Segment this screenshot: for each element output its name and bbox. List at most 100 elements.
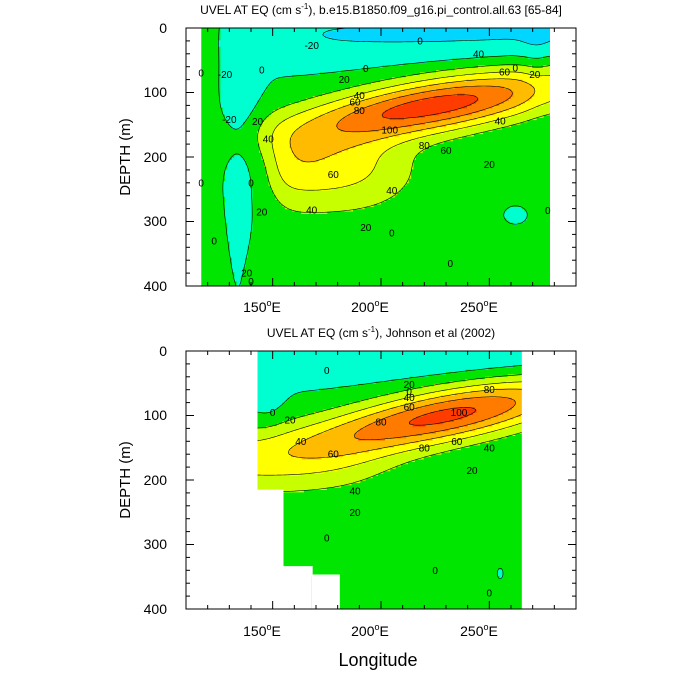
contour-line-100	[381, 94, 479, 119]
x-tick-label: 250oE	[460, 622, 498, 639]
contour-label: 20	[360, 223, 372, 234]
contour-line-20	[257, 374, 522, 493]
y-axis-label: DEPTH (m)	[117, 441, 134, 519]
contour-label: 40	[404, 393, 416, 404]
contour-label: 20	[256, 207, 268, 218]
panel-title: UVEL AT EQ (cm s-1), Johnson et al (2002…	[267, 325, 495, 340]
contour-line-80	[353, 396, 516, 441]
missing-data-edge	[283, 566, 340, 577]
contour-label: 100	[451, 408, 468, 419]
contour-line-80	[336, 85, 513, 133]
y-tick-label: 0	[159, 20, 167, 36]
missing-data-mask	[257, 489, 340, 609]
contour-label: 80	[419, 443, 431, 454]
x-tick-label: 200oE	[351, 298, 389, 315]
contour-label: 20	[252, 117, 264, 128]
contour-line-40	[257, 381, 522, 476]
contour-label: 60	[328, 450, 340, 461]
contour-label: 40	[495, 116, 507, 127]
y-tick-label: 100	[144, 84, 168, 100]
y-tick-label: 300	[144, 536, 168, 552]
contour-label: -20	[222, 115, 237, 126]
y-tick-label: 200	[144, 149, 168, 165]
contour-label: 20	[284, 416, 296, 427]
contour-label: 0	[270, 408, 276, 419]
contour-label: 20	[404, 380, 416, 391]
contour-line-40	[271, 71, 551, 191]
contour-line-20	[257, 64, 551, 213]
contour-label: -20	[218, 70, 233, 81]
contour-line-60	[287, 388, 522, 459]
missing-data-region	[283, 567, 312, 609]
contour-label: 40	[349, 487, 361, 498]
x-tick-label: 250oE	[460, 298, 498, 315]
contour-label: 40	[263, 134, 275, 145]
x-tick-label: 150oE	[243, 298, 281, 315]
contour-label: 0	[324, 534, 330, 545]
y-tick-label: 0	[159, 343, 167, 359]
contour-lines	[257, 365, 522, 580]
y-axis-label: DEPTH (m)	[117, 118, 134, 196]
y-tick-label: 200	[144, 472, 168, 488]
contour-band-0	[322, 28, 551, 46]
contour-band-1	[217, 28, 551, 286]
y-tick-label: 400	[144, 601, 168, 617]
contour-label: 20	[466, 466, 478, 477]
contour-label: -20	[304, 41, 319, 52]
contour-lines	[218, 28, 551, 286]
axis-ticks	[186, 27, 576, 287]
contour-label: 60	[404, 403, 416, 414]
contour-fill	[257, 351, 522, 609]
y-tick-label: 100	[144, 407, 168, 423]
contour-band-1	[257, 351, 522, 580]
contour-line-0	[257, 365, 522, 580]
contour-label: 0	[513, 64, 519, 75]
y-tick-label: 400	[144, 278, 168, 294]
contour-label: 0	[211, 236, 217, 247]
panel-observed-uvel: UVEL AT EQ (cm s-1), Johnson et al (2002…	[117, 325, 577, 639]
contour-label: 20	[529, 70, 541, 81]
contour-line-0	[218, 28, 551, 286]
contour-band-2	[201, 28, 551, 286]
contour-band-3	[257, 374, 522, 493]
contour-label: 0	[248, 178, 254, 189]
y-tick-label: 300	[144, 213, 168, 229]
panel-model-uvel: UVEL AT EQ (cm s-1), b.e15.B1850.f09_g16…	[117, 2, 577, 315]
contour-label: 40	[354, 91, 366, 102]
contour-band-4	[270, 72, 551, 191]
contour-label: 0	[259, 65, 265, 76]
contour-label: 0	[448, 259, 454, 270]
contour-label: 0	[545, 206, 551, 217]
contour-label: 20	[349, 508, 361, 519]
contour-label: 60	[440, 146, 452, 157]
contour-label: 0	[198, 178, 204, 189]
contour-label: 80	[419, 141, 431, 152]
contour-label: 20	[484, 160, 496, 171]
contour-label: 60	[349, 98, 361, 109]
contour-line-60	[289, 78, 536, 163]
contour-label: 40	[473, 49, 485, 60]
contour-label: 100	[381, 125, 398, 136]
contour-band-6	[336, 86, 514, 132]
contour-label: 20	[339, 75, 351, 86]
contour-label: 80	[484, 385, 496, 396]
contour-labels: -20000000000000-20-202020202020202040404…	[198, 36, 551, 288]
contour-label: 40	[306, 205, 318, 216]
contour-band-6	[354, 397, 516, 441]
x-axis-label: Longitude	[338, 650, 417, 670]
contour-line--20	[322, 28, 551, 46]
contour-line-100	[409, 407, 477, 426]
contour-label: 80	[354, 106, 366, 117]
contour-label: 0	[198, 69, 204, 80]
x-tick-label: 150oE	[243, 622, 281, 639]
x-tick-label: 200oE	[351, 622, 389, 639]
contour-label: 40	[386, 186, 398, 197]
contour-label: 60	[499, 67, 511, 78]
contour-label: 40	[295, 437, 307, 448]
contour-label: 0	[432, 566, 438, 577]
contour-label: 40	[484, 443, 496, 454]
contour-label: 60	[328, 170, 340, 181]
missing-data-region	[257, 489, 284, 609]
